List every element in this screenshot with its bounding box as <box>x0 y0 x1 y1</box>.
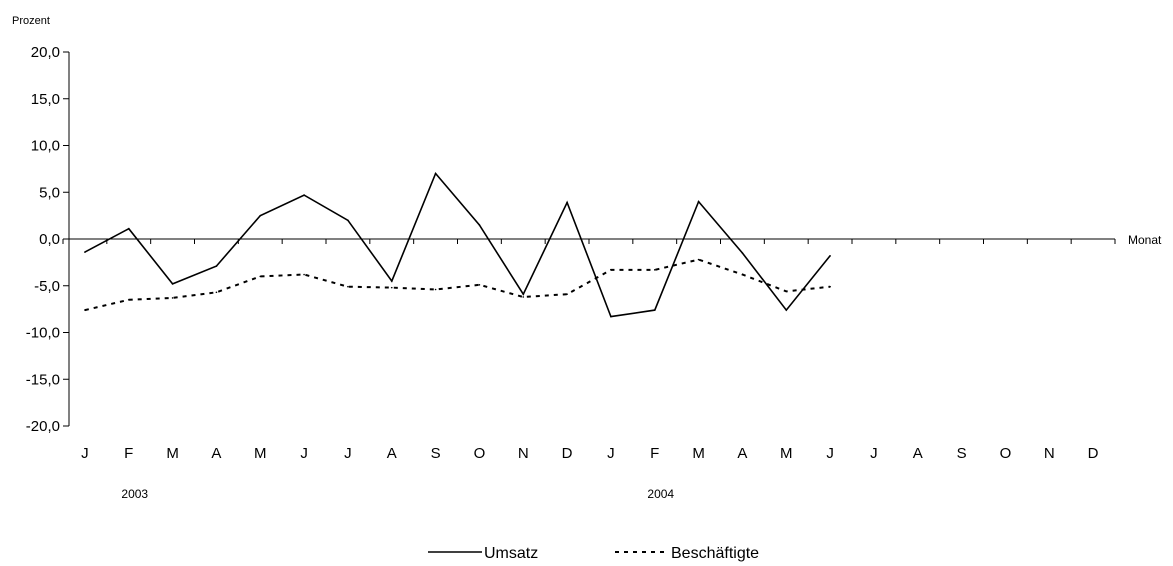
x-tick-label: M <box>692 445 705 462</box>
x-tick-label: N <box>1044 445 1055 462</box>
data-point-beschaeftigte <box>785 290 788 293</box>
data-point-umsatz <box>259 214 262 217</box>
x-axis-label: Monat <box>1128 233 1162 247</box>
data-point-beschaeftigte <box>347 285 349 288</box>
data-point-umsatz <box>478 224 481 226</box>
y-tick-label: 5,0 <box>39 184 60 201</box>
y-tick-label: -10,0 <box>26 325 60 342</box>
data-point-beschaeftigte <box>259 275 262 278</box>
data-point-beschaeftigte <box>566 293 568 295</box>
series-layer <box>84 171 831 318</box>
data-point-umsatz <box>653 309 656 311</box>
data-point-beschaeftigte <box>127 298 130 301</box>
data-point-umsatz <box>785 309 788 311</box>
x-tick-label: J <box>870 445 878 462</box>
x-tick-label: S <box>957 445 967 462</box>
data-point-beschaeftigte <box>434 288 437 291</box>
x-tick-label: F <box>650 445 659 462</box>
x-tick-label: M <box>166 445 179 462</box>
x-tick-label: S <box>431 445 441 462</box>
data-point-beschaeftigte <box>697 258 700 261</box>
x-tick-label: J <box>300 445 308 462</box>
x-tick-label: J <box>344 445 352 462</box>
x-tick-label: F <box>124 445 133 462</box>
x-tick-label: A <box>211 445 221 462</box>
data-point-beschaeftigte <box>390 286 393 289</box>
y-axis-label: Prozent <box>12 15 50 27</box>
x-tick-label: A <box>737 445 747 462</box>
x-axis: J F M A M J J A S O N D J F M A M J J A S O N D 2003 2004 <box>62 238 1116 501</box>
legend-label-umsatz: Umsatz <box>484 545 538 562</box>
x-tick-label: J <box>826 445 834 462</box>
data-point-umsatz <box>215 265 218 267</box>
data-point-umsatz <box>84 251 86 253</box>
x-tick-label: M <box>780 445 793 462</box>
x-tick-label: O <box>474 445 486 462</box>
y-tick-label: -15,0 <box>26 371 60 388</box>
data-point-umsatz <box>303 194 305 196</box>
x-tick-label: J <box>81 445 89 462</box>
data-point-beschaeftigte <box>741 273 744 276</box>
data-point-beschaeftigte <box>829 285 831 288</box>
data-point-umsatz <box>697 200 700 203</box>
year-label: 2004 <box>647 487 674 501</box>
y-tick-label: 15,0 <box>31 91 60 108</box>
x-tick-label: O <box>1000 445 1012 462</box>
y-tick-label: 0,0 <box>39 231 60 248</box>
data-point-umsatz <box>434 172 437 175</box>
year-label: 2003 <box>121 487 148 501</box>
data-point-beschaeftigte <box>303 273 305 276</box>
data-point-umsatz <box>522 293 525 295</box>
y-tick-label: -5,0 <box>34 278 60 295</box>
series-line-umsatz <box>84 171 831 318</box>
data-point-beschaeftigte <box>84 309 86 311</box>
series-line-beschaeftigte <box>84 258 831 312</box>
data-point-beschaeftigte <box>610 269 612 271</box>
data-point-umsatz <box>566 201 568 204</box>
x-tick-label: D <box>562 445 573 462</box>
data-point-umsatz <box>171 283 174 285</box>
y-tick-label: 10,0 <box>31 138 60 155</box>
data-point-umsatz <box>347 219 349 222</box>
x-tick-label: A <box>913 445 923 462</box>
x-tick-label: M <box>254 445 267 462</box>
y-axis: 20,0 15,0 10,0 5,0 0,0 -5,0 -10,0 -15,0 -20,0 <box>26 44 70 435</box>
data-point-umsatz <box>741 252 744 254</box>
x-tick-label: A <box>387 445 397 462</box>
x-tick-label: J <box>607 445 615 462</box>
data-point-umsatz <box>127 227 130 230</box>
y-tick-label: -20,0 <box>26 418 60 435</box>
y-tick-label: 20,0 <box>31 44 60 61</box>
data-point-beschaeftigte <box>171 297 174 299</box>
data-point-umsatz <box>390 280 393 282</box>
x-tick-label: N <box>518 445 529 462</box>
data-point-umsatz <box>829 255 831 257</box>
data-point-beschaeftigte <box>653 269 656 271</box>
legend: Umsatz Beschäftigte <box>428 545 759 562</box>
legend-label-beschaeftigte: Beschäftigte <box>671 545 759 562</box>
data-point-beschaeftigte <box>478 284 481 286</box>
data-point-beschaeftigte <box>215 291 218 294</box>
data-point-umsatz <box>610 315 612 318</box>
x-tick-label: D <box>1088 445 1099 462</box>
data-point-beschaeftigte <box>522 296 525 298</box>
